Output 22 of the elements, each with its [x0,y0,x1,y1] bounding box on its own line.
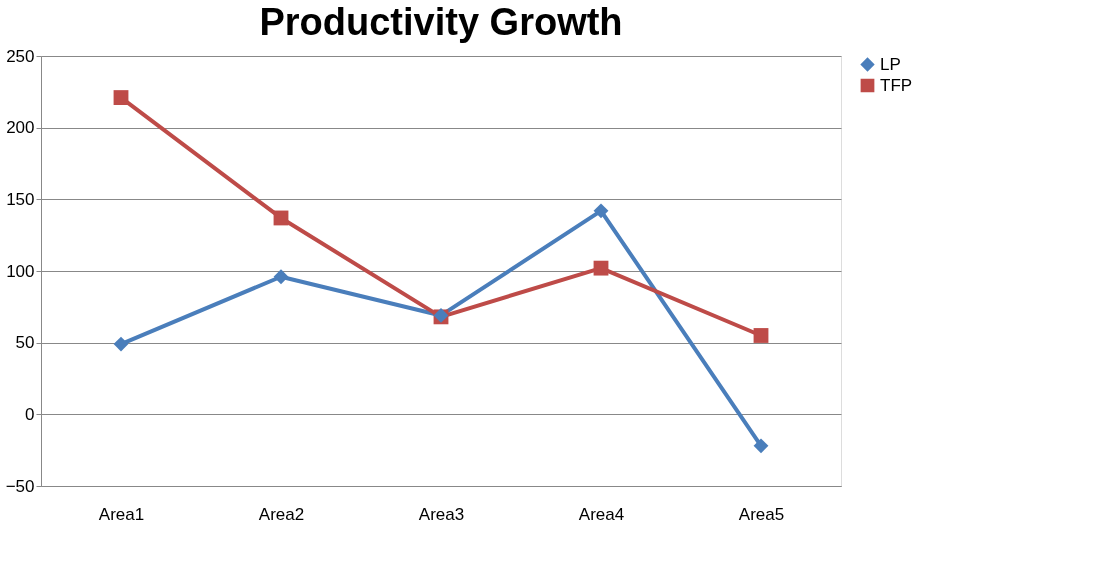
y-tick-label: −50 [5,476,35,496]
x-tick-label: Area2 [258,504,305,524]
y-tick-label: 150 [6,189,35,209]
x-tick-label: Area3 [418,504,465,524]
point [593,203,609,219]
point [273,269,289,285]
chart-title: Productivity Growth [259,1,623,43]
x-tick-label: Area1 [98,504,145,524]
point [753,328,769,343]
y-tick-label: 200 [6,118,35,138]
point [113,90,129,105]
legend-label: LP [880,54,901,74]
y-tick-label: 100 [6,261,35,281]
x-tick-label: Area4 [578,504,625,524]
point [753,438,769,454]
y-tick-label: 250 [6,46,35,66]
point [593,260,609,276]
x-tick-label: Area5 [738,504,785,524]
point [113,336,129,352]
y-tick-label: 50 [15,333,35,353]
legend-label: TFP [880,75,913,95]
y-tick-label: 0 [25,404,35,424]
